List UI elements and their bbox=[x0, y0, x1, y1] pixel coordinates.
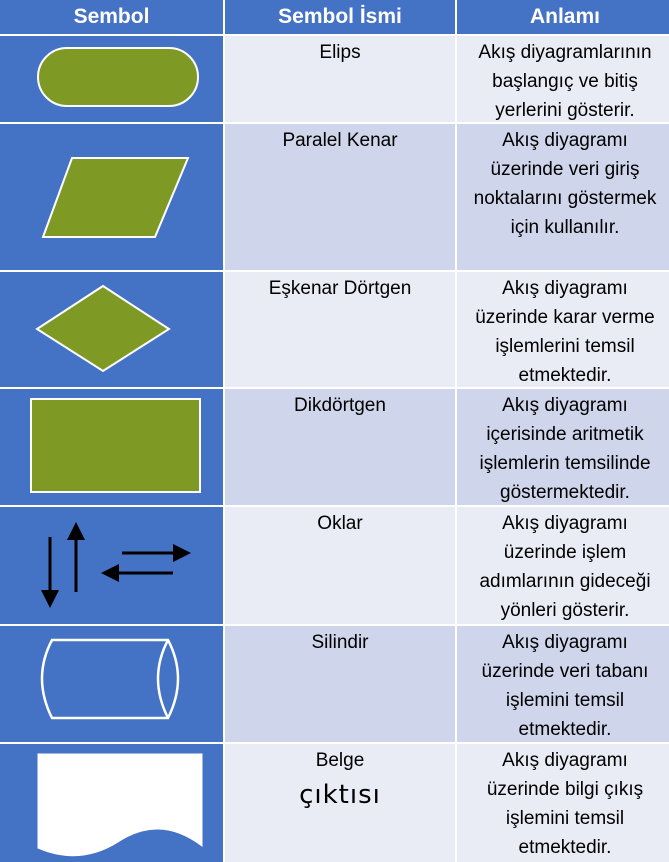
symbol-cell-parallelogram bbox=[0, 124, 223, 270]
symbol-meaning: Akış diyagramı üzerinde veri tabanı işle… bbox=[457, 626, 669, 742]
symbol-name-cell: Belge çıktısı bbox=[225, 744, 455, 862]
symbol-meaning: Akış diyagramlarının başlangıç ve bitiş … bbox=[457, 36, 669, 122]
rounded-rectangle-icon bbox=[37, 47, 199, 107]
symbol-name: Elips bbox=[225, 36, 455, 122]
rectangle-icon bbox=[30, 398, 201, 493]
header-symbol-name: Sembol İsmi bbox=[225, 0, 455, 34]
symbol-meaning: Akış diyagramı üzerinde bilgi çıkış işle… bbox=[457, 744, 669, 862]
symbol-name: Dikdörtgen bbox=[225, 389, 455, 505]
symbol-cell-ellipse bbox=[0, 36, 223, 122]
symbol-meaning: Akış diyagramı üzerinde işlem adımlarını… bbox=[457, 507, 669, 624]
symbol-name: Eşkenar Dörtgen bbox=[225, 272, 455, 387]
symbol-cell-diamond bbox=[0, 272, 223, 387]
header-symbol: Sembol bbox=[0, 0, 223, 34]
symbol-cell-arrows bbox=[0, 507, 223, 624]
document-icon bbox=[37, 753, 203, 857]
symbol-meaning: Akış diyagramı üzerinde veri giriş nokta… bbox=[457, 124, 669, 270]
symbol-name: Belge bbox=[315, 750, 365, 771]
parallelogram-icon bbox=[41, 157, 190, 238]
symbol-name-handwritten: çıktısı bbox=[299, 780, 381, 810]
symbol-cell-document bbox=[0, 744, 223, 862]
header-meaning: Anlamı bbox=[457, 0, 669, 34]
symbol-cell-cylinder bbox=[0, 626, 223, 742]
symbol-cell-rectangle bbox=[0, 389, 223, 505]
symbol-name: Silindir bbox=[225, 626, 455, 742]
cylinder-icon bbox=[40, 638, 180, 720]
arrows-icon bbox=[41, 522, 191, 608]
symbol-meaning: Akış diyagramı üzerinde karar verme işle… bbox=[457, 272, 669, 387]
symbol-meaning: Akış diyagramı içerisinde aritmetik işle… bbox=[457, 389, 669, 505]
symbol-name: Paralel Kenar bbox=[225, 124, 455, 270]
symbol-name: Oklar bbox=[225, 507, 455, 624]
diamond-icon bbox=[35, 284, 171, 373]
